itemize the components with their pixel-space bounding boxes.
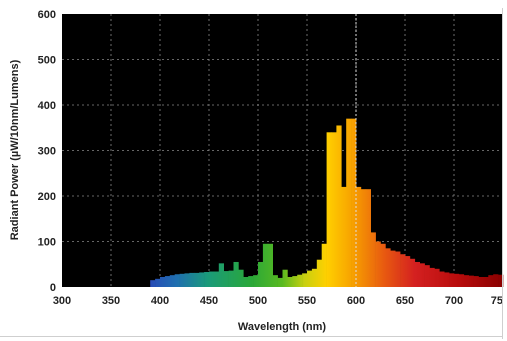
spectrum-bar: [311, 268, 318, 287]
spectrum-bar: [272, 275, 278, 287]
spectrum-bar: [287, 276, 293, 287]
spectrum-bar: [218, 263, 224, 287]
spectrum-bar: [199, 272, 205, 287]
spectrum-bar: [449, 273, 455, 287]
x-axis-ticks: 300 350 400 450 500 550 600 650 700 75: [53, 295, 503, 307]
spectrum-bar: [400, 254, 406, 287]
bars: [150, 118, 504, 288]
spectrum-bar: [341, 186, 347, 287]
spectrum-bar: [419, 263, 425, 287]
spectrum-bar: [444, 272, 450, 287]
spectrum-bar: [282, 269, 288, 287]
x-tick-label: 700: [445, 295, 463, 307]
y-tick-label: 400: [38, 100, 56, 112]
spectrum-bar: [267, 243, 273, 287]
y-axis-ticks: 0 100 200 300 400 500 600: [38, 9, 56, 294]
spectrum-bar: [385, 248, 391, 287]
x-tick-label: 75: [491, 295, 503, 307]
spectrum-bar: [228, 270, 234, 287]
spectrum-bar: [331, 132, 337, 287]
spectrum-bar: [498, 274, 504, 287]
x-tick-label: 600: [347, 295, 365, 307]
spectrum-bar: [238, 269, 244, 287]
spectrum-bar: [204, 271, 210, 287]
grid: [62, 14, 503, 287]
spectrum-bar: [458, 274, 465, 287]
spectrum-bar: [434, 268, 440, 287]
spectrum-bar: [179, 273, 185, 287]
spectrum-bar: [439, 271, 445, 287]
spectrum-bar: [150, 280, 156, 287]
spectrum-bar: [365, 189, 371, 287]
x-tick-label: 650: [396, 295, 414, 307]
spectrum-bar: [243, 276, 249, 287]
y-tick-label: 100: [38, 237, 56, 249]
spectrum-bar: [346, 118, 352, 288]
spectrum-bar: [454, 273, 460, 287]
spectrum-bar: [370, 232, 376, 287]
spectrum-bar: [277, 277, 283, 287]
spectrum-bar: [395, 251, 401, 287]
spectrum-bar: [326, 132, 332, 287]
spectrum-bar: [189, 272, 195, 287]
x-tick-label: 450: [200, 295, 218, 307]
spectrum-bar: [174, 274, 180, 287]
spectrum-bar: [429, 267, 435, 287]
spectrum-bar: [297, 274, 303, 287]
spectrum-bar: [488, 275, 494, 287]
spectrum-bar: [405, 256, 411, 287]
x-axis-label: Wavelength (nm): [238, 321, 327, 333]
spectrum-bar: [390, 250, 396, 287]
x-tick-label: 550: [298, 295, 316, 307]
spectrum-bar: [414, 261, 420, 287]
spectrum-bar: [209, 271, 215, 287]
spectrum-bar: [164, 276, 171, 287]
spectrum-bar: [493, 274, 499, 287]
spectrum-bar: [468, 275, 474, 287]
spectrum-bar: [483, 276, 489, 287]
spectrum-bar: [262, 243, 269, 287]
spectrum-bar: [292, 276, 298, 287]
y-axis-label: Radiant Power (µW/10nm/Lumens): [9, 59, 21, 240]
frame-border-bottom: [0, 336, 503, 337]
spectrum-bar: [169, 275, 175, 287]
x-tick-label: 400: [151, 295, 169, 307]
spectrum-bar: [463, 275, 469, 287]
spectrum-bar: [194, 272, 200, 287]
spectrum-bar: [336, 125, 342, 287]
spectrum-bar: [213, 271, 220, 287]
spectrum-bar: [375, 241, 381, 287]
spectrum-bar: [321, 243, 327, 287]
spectrum-bar: [356, 186, 362, 287]
spectrum-bar: [155, 278, 161, 287]
spectrum-bar: [380, 243, 386, 287]
spectrum-bar: [248, 276, 254, 287]
x-tick-label: 350: [102, 295, 120, 307]
y-tick-label: 300: [38, 146, 56, 158]
frame-border-right: [502, 8, 503, 339]
y-tick-label: 600: [38, 9, 56, 21]
spectrum-bar: [360, 189, 367, 287]
spectrum-bar: [223, 271, 229, 287]
spectrum-bar: [160, 276, 166, 287]
spectrum-bar: [302, 273, 308, 287]
spectrum-bar: [478, 276, 484, 287]
spectrum-bar: [351, 118, 357, 288]
spectrum-bar: [424, 265, 430, 287]
y-tick-label: 0: [50, 282, 56, 294]
spectrum-bar: [258, 261, 264, 287]
x-tick-label: 300: [53, 295, 71, 307]
spectrum-bar: [307, 270, 313, 287]
y-tick-label: 200: [38, 191, 56, 203]
spectrum-bar: [316, 259, 322, 287]
spectrum-bar: [473, 276, 479, 287]
spectrum-bar: [184, 273, 190, 287]
spectrum-bar: [233, 261, 239, 287]
y-tick-label: 500: [38, 55, 56, 67]
x-tick-label: 500: [249, 295, 267, 307]
spectrum-bar: [253, 275, 259, 287]
spectrum-bar: [409, 258, 416, 287]
